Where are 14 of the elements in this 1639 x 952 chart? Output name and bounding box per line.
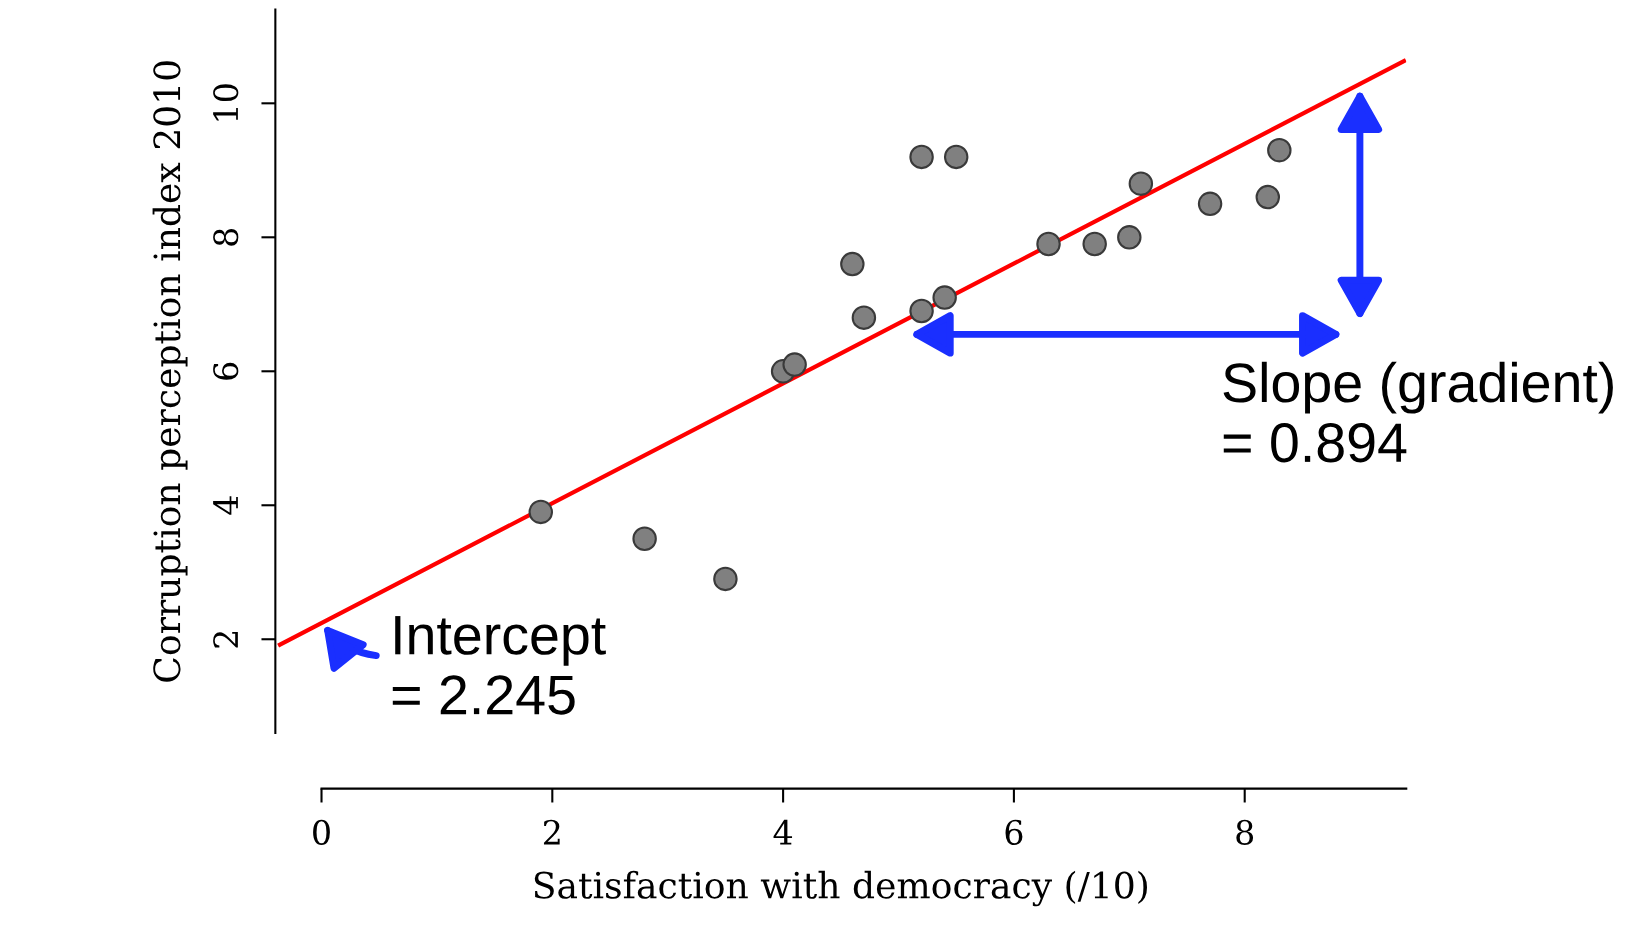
y-tick-label: 2 (213, 631, 238, 648)
y-tick-label: 4 (213, 496, 238, 515)
x-tick-label: 8 (1236, 819, 1254, 845)
x-tick-label: 2 (543, 819, 560, 845)
y-tick-label: 8 (213, 228, 239, 246)
x-tick-label: 6 (1005, 819, 1023, 845)
y-axis-title: Corruption perception index 2010 (152, 61, 188, 682)
y-tick-label: 10 (213, 84, 239, 121)
x-tick-label: 4 (773, 819, 793, 845)
annotation: Slope (gradient) = 0.894 (1223, 361, 1613, 463)
x-tick-label: 0 (313, 819, 330, 845)
annotation: Intercept = 2.245 (392, 616, 606, 715)
x-axis-title: Satisfaction with democracy (/10) (534, 870, 1147, 907)
y-tick-label: 6 (213, 362, 239, 380)
